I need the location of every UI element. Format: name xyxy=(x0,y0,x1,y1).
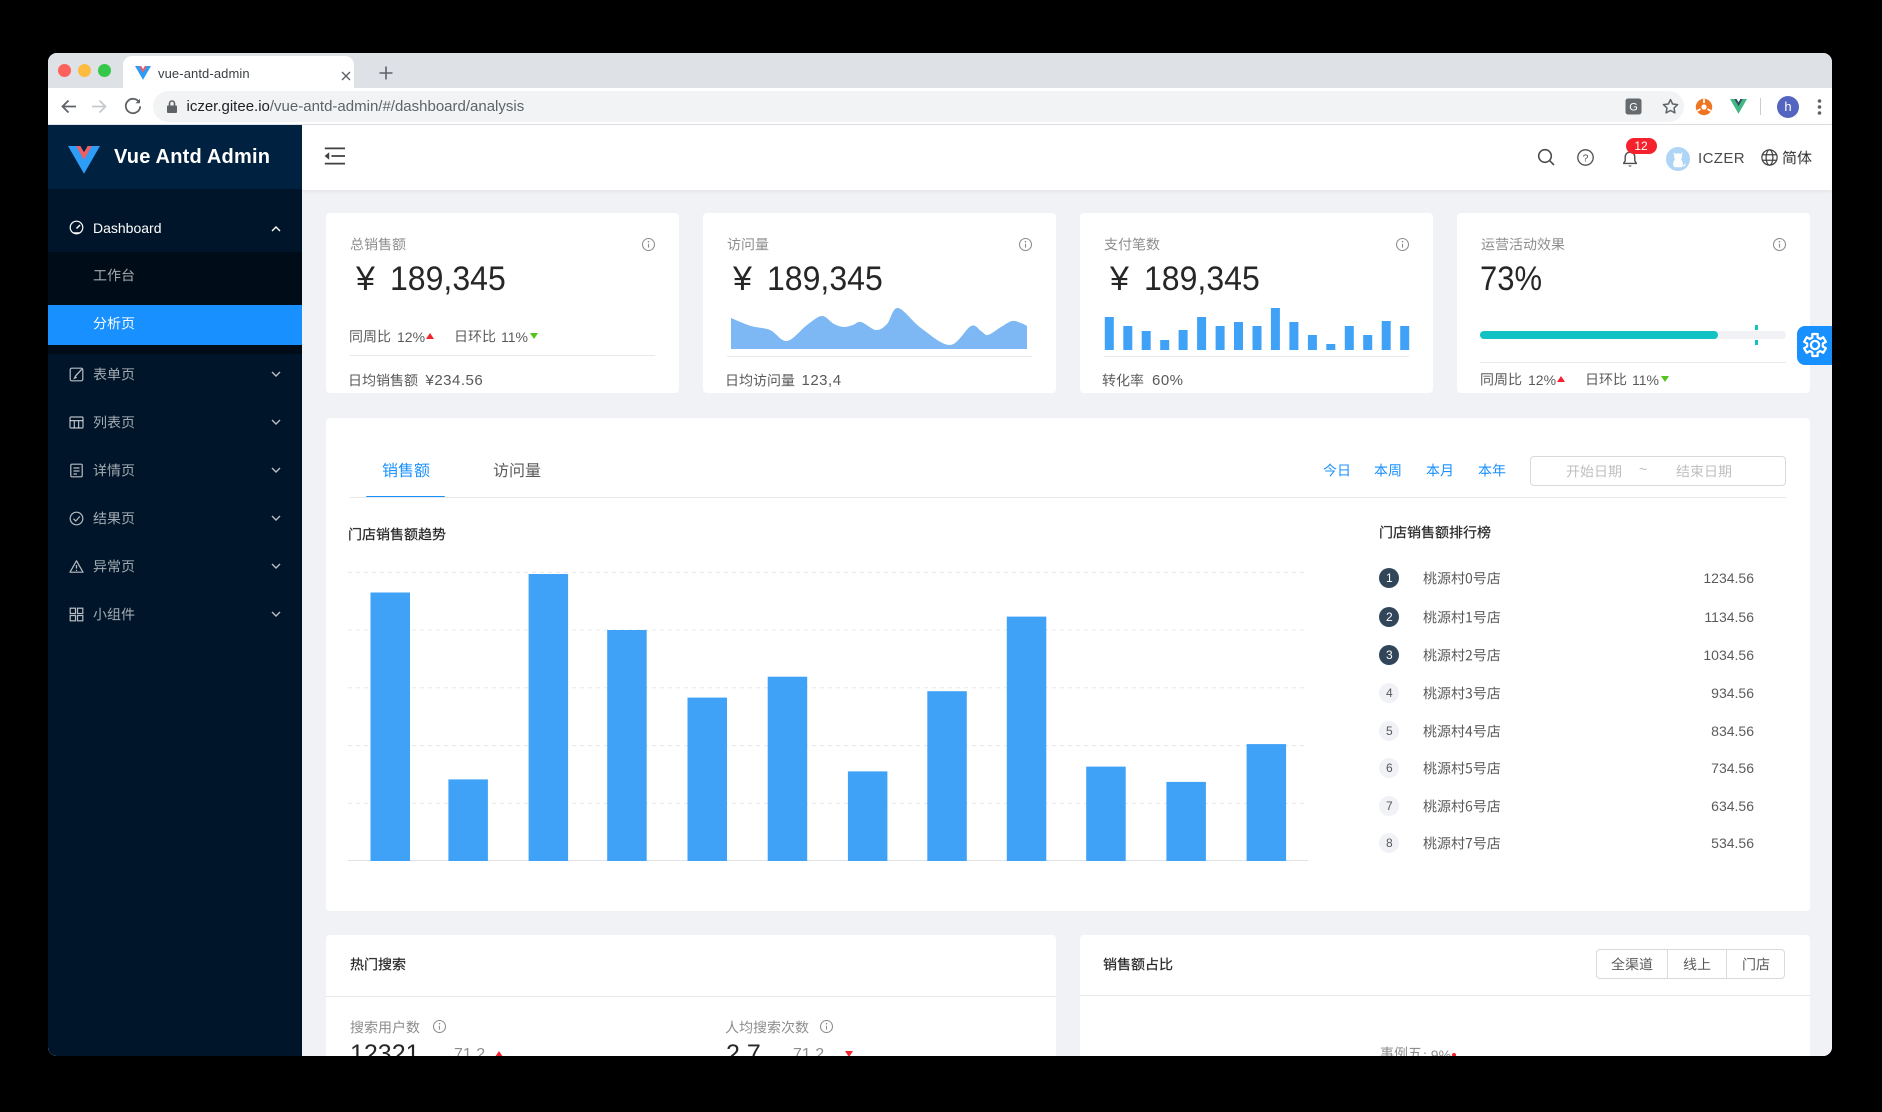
svg-text:?: ? xyxy=(1583,152,1589,164)
svg-text:G: G xyxy=(1629,102,1638,114)
